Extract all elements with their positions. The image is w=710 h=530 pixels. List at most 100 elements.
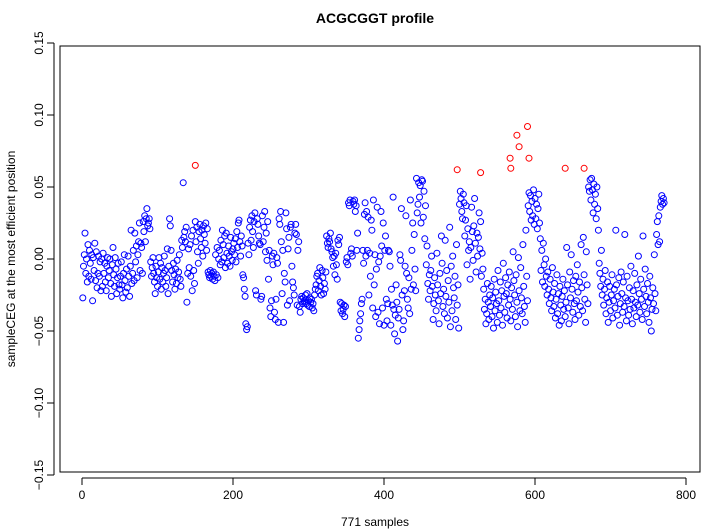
data-point (632, 313, 640, 321)
data-point (265, 275, 272, 283)
data-point (593, 183, 601, 191)
data-point (636, 308, 644, 316)
data-point (166, 222, 174, 230)
data-point (176, 275, 184, 283)
data-point (382, 232, 389, 240)
data-point (286, 223, 294, 231)
data-point (203, 225, 211, 233)
data-points (79, 123, 668, 345)
data-point (383, 317, 391, 325)
data-point (616, 321, 624, 329)
data-point (650, 300, 657, 308)
data-point (442, 292, 450, 300)
data-point (194, 259, 202, 267)
data-point (487, 282, 495, 290)
data-point (107, 292, 115, 300)
data-point (530, 186, 537, 194)
data-point (286, 297, 294, 305)
data-point (281, 278, 289, 286)
data-point (376, 252, 384, 260)
data-point (440, 310, 448, 318)
data-point (249, 228, 257, 236)
data-point (490, 275, 498, 283)
highlighted-point (507, 164, 515, 172)
data-point (477, 218, 485, 226)
plot-area (59, 45, 701, 473)
data-point (392, 281, 400, 289)
data-point (81, 229, 89, 237)
data-point (428, 252, 436, 260)
data-point (162, 282, 170, 290)
data-point (638, 316, 646, 323)
data-point (240, 274, 248, 282)
data-point (472, 268, 480, 276)
data-point (524, 297, 531, 305)
data-point (594, 205, 602, 213)
data-point (626, 305, 634, 313)
data-point (280, 318, 288, 326)
data-point (292, 220, 300, 228)
data-point (625, 311, 633, 319)
data-point (573, 297, 580, 305)
data-point (376, 320, 383, 328)
data-point (255, 232, 263, 240)
data-point (171, 285, 179, 293)
data-point (365, 291, 373, 299)
data-point (237, 252, 245, 260)
data-point (540, 261, 548, 269)
data-point (166, 215, 174, 223)
data-point (649, 284, 657, 292)
data-point (548, 264, 556, 272)
x-tick-label: 800 (676, 488, 696, 502)
data-point (266, 304, 274, 312)
data-point (533, 225, 541, 233)
data-point (496, 278, 504, 286)
data-point (652, 307, 660, 315)
data-point (647, 327, 655, 335)
data-point (87, 275, 95, 283)
data-point (610, 297, 617, 305)
data-point (289, 284, 297, 292)
data-point (290, 291, 298, 299)
data-point (333, 275, 341, 283)
data-point (489, 294, 497, 302)
data-point (289, 278, 297, 286)
data-point (260, 223, 268, 231)
data-point (542, 255, 550, 263)
data-point (235, 216, 243, 224)
data-point (508, 284, 516, 292)
data-point (582, 248, 590, 256)
data-point (613, 311, 621, 319)
data-point (443, 314, 451, 322)
data-point (117, 258, 125, 266)
data-point (357, 310, 365, 318)
highlighted-point (524, 123, 531, 130)
data-point (620, 303, 628, 310)
data-point (326, 229, 334, 237)
data-point (495, 297, 503, 305)
highlighted-point (515, 143, 523, 151)
data-point (637, 275, 645, 283)
data-point (586, 176, 594, 184)
data-point (490, 324, 497, 332)
data-point (645, 318, 653, 326)
data-point (377, 208, 385, 215)
data-point (438, 259, 446, 267)
data-point (507, 317, 515, 325)
data-point (142, 215, 150, 223)
data-point (550, 303, 558, 310)
data-point (623, 272, 631, 280)
data-point (533, 200, 540, 208)
data-point (102, 287, 110, 295)
data-point (191, 218, 199, 226)
x-tick-label: 400 (374, 488, 394, 502)
data-point (634, 301, 642, 309)
data-point (188, 232, 195, 240)
data-point (555, 321, 563, 329)
data-point (394, 337, 402, 345)
data-point (487, 303, 494, 310)
data-point (582, 318, 590, 326)
data-point (344, 261, 352, 269)
data-point (454, 281, 462, 289)
data-point (335, 241, 343, 249)
